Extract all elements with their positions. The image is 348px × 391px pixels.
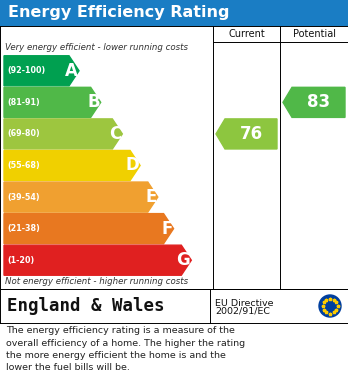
- Text: A: A: [65, 62, 78, 80]
- Text: 2002/91/EC: 2002/91/EC: [215, 307, 270, 316]
- Bar: [0, 0, 348, 26]
- Polygon shape: [216, 119, 277, 149]
- Polygon shape: [4, 182, 158, 212]
- Text: (1-20): (1-20): [7, 256, 34, 265]
- Text: Energy Efficiency Rating: Energy Efficiency Rating: [8, 5, 229, 20]
- Polygon shape: [283, 87, 345, 117]
- Text: (39-54): (39-54): [7, 193, 40, 202]
- Text: 76: 76: [239, 125, 262, 143]
- Text: (21-38): (21-38): [7, 224, 40, 233]
- Polygon shape: [4, 151, 140, 181]
- Polygon shape: [4, 213, 174, 244]
- Text: Not energy efficient - higher running costs: Not energy efficient - higher running co…: [5, 277, 188, 286]
- Polygon shape: [4, 245, 191, 275]
- Polygon shape: [4, 119, 122, 149]
- Text: Current: Current: [228, 29, 265, 39]
- Text: England & Wales: England & Wales: [7, 297, 165, 315]
- Text: C: C: [109, 125, 121, 143]
- Text: F: F: [161, 220, 173, 238]
- Text: (81-91): (81-91): [7, 98, 40, 107]
- Text: EU Directive: EU Directive: [215, 298, 274, 307]
- Text: Potential: Potential: [293, 29, 335, 39]
- Text: Very energy efficient - lower running costs: Very energy efficient - lower running co…: [5, 43, 188, 52]
- Polygon shape: [4, 87, 101, 117]
- Circle shape: [319, 295, 341, 317]
- Text: (92-100): (92-100): [7, 66, 45, 75]
- Text: 83: 83: [307, 93, 330, 111]
- Text: B: B: [87, 93, 100, 111]
- Text: D: D: [125, 156, 139, 174]
- Text: G: G: [176, 251, 190, 269]
- Text: E: E: [145, 188, 157, 206]
- Polygon shape: [4, 56, 79, 86]
- Text: The energy efficiency rating is a measure of the
overall efficiency of a home. T: The energy efficiency rating is a measur…: [6, 326, 245, 373]
- Text: (69-80): (69-80): [7, 129, 40, 138]
- Text: (55-68): (55-68): [7, 161, 40, 170]
